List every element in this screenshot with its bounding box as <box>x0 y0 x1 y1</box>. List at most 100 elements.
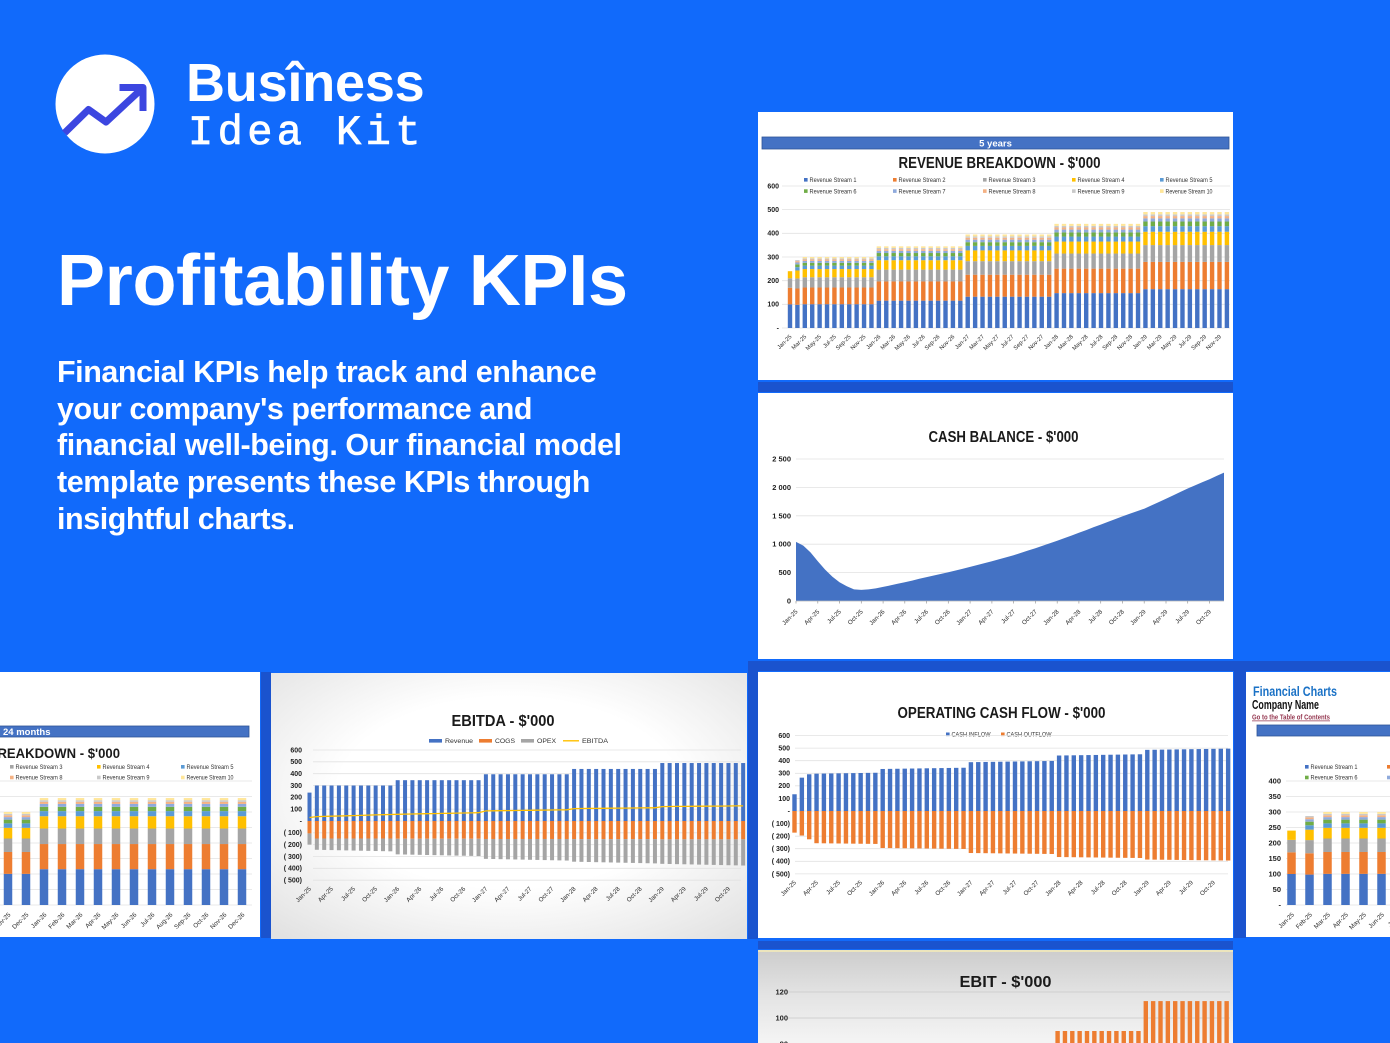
svg-text:Revenue Stream 5: Revenue Stream 5 <box>187 764 234 771</box>
svg-text:2 500: 2 500 <box>772 455 791 464</box>
svg-text:Apr-26: Apr-26 <box>890 879 908 897</box>
svg-text:Oct-26: Oct-26 <box>934 608 952 626</box>
svg-text:Go to the Table of Contents: Go to the Table of Contents <box>1252 713 1330 722</box>
svg-text:Oct-29: Oct-29 <box>1199 879 1217 897</box>
svg-text:200: 200 <box>1268 839 1281 848</box>
svg-text:Revenue Stream 4: Revenue Stream 4 <box>103 764 150 771</box>
svg-text:Nov-28: Nov-28 <box>1117 334 1134 351</box>
svg-text:Jan-25: Jan-25 <box>781 608 800 627</box>
svg-text:300: 300 <box>1268 808 1281 817</box>
svg-text:Dec-26: Dec-26 <box>227 911 247 931</box>
svg-text:Revenue Stream 9: Revenue Stream 9 <box>103 775 150 782</box>
svg-text:COGS: COGS <box>495 738 515 745</box>
svg-text:( 100): ( 100) <box>772 821 790 828</box>
svg-text:Oct-28: Oct-28 <box>1111 879 1129 897</box>
svg-text:120: 120 <box>775 988 788 997</box>
svg-text:600: 600 <box>778 733 790 740</box>
svg-text:24 months: 24 months <box>3 727 51 738</box>
svg-text:( 500): ( 500) <box>772 871 790 878</box>
svg-text:200: 200 <box>290 795 302 802</box>
svg-text:Revenue Stream 10: Revenue Stream 10 <box>187 775 234 782</box>
svg-text:Revenue Stream 5: Revenue Stream 5 <box>1166 177 1213 184</box>
svg-text:( 300): ( 300) <box>772 846 790 853</box>
svg-text:May-26: May-26 <box>894 334 912 352</box>
svg-text:Jan-25: Jan-25 <box>1277 911 1296 930</box>
svg-text:-: - <box>1279 901 1282 910</box>
svg-text:Oct-27: Oct-27 <box>1021 608 1039 626</box>
svg-text:250: 250 <box>1268 823 1281 832</box>
svg-text:Jul-29: Jul-29 <box>1174 608 1191 625</box>
svg-text:May-26: May-26 <box>101 911 121 931</box>
svg-text:Apr-28: Apr-28 <box>1066 879 1084 897</box>
svg-text:Revenue Stream 2: Revenue Stream 2 <box>899 177 946 184</box>
svg-text:OPERATING CASH FLOW - $'000: OPERATING CASH FLOW - $'000 <box>898 705 1106 722</box>
svg-text:May-25: May-25 <box>805 334 823 352</box>
svg-text:5 years: 5 years <box>979 139 1012 150</box>
svg-text:( 300): ( 300) <box>284 854 302 861</box>
svg-text:-: - <box>777 325 780 332</box>
svg-text:( 100): ( 100) <box>284 830 302 837</box>
svg-text:CASH INFLOW: CASH INFLOW <box>952 731 991 738</box>
svg-text:Revenue Stream 6: Revenue Stream 6 <box>1311 775 1358 782</box>
svg-text:Apr-25: Apr-25 <box>802 879 820 897</box>
svg-text:( 400): ( 400) <box>772 859 790 866</box>
svg-text:Oct-25: Oct-25 <box>847 608 865 626</box>
svg-text:2 000: 2 000 <box>772 483 791 492</box>
svg-text:350: 350 <box>1268 792 1281 801</box>
svg-text:Jun-26: Jun-26 <box>120 911 139 930</box>
svg-text:Feb-26: Feb-26 <box>47 911 66 930</box>
svg-text:0: 0 <box>787 597 791 606</box>
svg-text:Revenue Stream 10: Revenue Stream 10 <box>1166 188 1213 195</box>
svg-text:Apr-25: Apr-25 <box>803 608 821 626</box>
svg-text:Jan-25: Jan-25 <box>780 879 799 898</box>
svg-text:Revenue Stream 3: Revenue Stream 3 <box>16 764 63 771</box>
svg-text:EBITDA - $'000: EBITDA - $'000 <box>452 713 555 730</box>
svg-text:1 000: 1 000 <box>772 540 791 549</box>
svg-text:Jan-27: Jan-27 <box>955 608 974 627</box>
svg-text:Jul-28: Jul-28 <box>1090 879 1107 896</box>
svg-text:Feb-25: Feb-25 <box>1295 911 1314 930</box>
svg-text:Sep-29: Sep-29 <box>1191 334 1208 351</box>
svg-text:400: 400 <box>767 231 779 238</box>
svg-text:Revenue Stream 8: Revenue Stream 8 <box>16 775 63 782</box>
svg-text:100: 100 <box>1268 870 1281 879</box>
svg-text:Jun-25: Jun-25 <box>1367 911 1386 930</box>
svg-text:EBITDA: EBITDA <box>582 738 609 745</box>
svg-text:500: 500 <box>767 207 779 214</box>
svg-text:Revenue Stream 1: Revenue Stream 1 <box>810 177 857 184</box>
svg-text:Revenue Stream 8: Revenue Stream 8 <box>989 188 1036 195</box>
svg-text:( 200): ( 200) <box>772 834 790 841</box>
svg-text:300: 300 <box>290 783 302 790</box>
svg-text:Revenue Stream 4: Revenue Stream 4 <box>1078 177 1125 184</box>
svg-text:Revenue Stream 9: Revenue Stream 9 <box>1078 188 1125 195</box>
svg-text:Sep-26: Sep-26 <box>173 911 193 931</box>
svg-text:( 200): ( 200) <box>284 842 302 849</box>
svg-text:500: 500 <box>778 746 790 753</box>
svg-text:Jul-25: Jul-25 <box>826 608 843 625</box>
svg-text:Sep-26: Sep-26 <box>924 334 941 351</box>
svg-text:Nov-26: Nov-26 <box>939 334 956 351</box>
svg-text:( 400): ( 400) <box>284 866 302 873</box>
svg-text:100: 100 <box>775 1014 788 1023</box>
svg-text:600: 600 <box>767 183 779 190</box>
svg-text:400: 400 <box>290 771 302 778</box>
svg-text:Sep-28: Sep-28 <box>1102 334 1119 351</box>
svg-text:Apr-27: Apr-27 <box>977 608 995 626</box>
svg-text:500: 500 <box>290 759 302 766</box>
svg-text:100: 100 <box>290 807 302 814</box>
svg-text:Jan-26: Jan-26 <box>868 608 887 627</box>
svg-text:CASH BALANCE - $'000: CASH BALANCE - $'000 <box>929 429 1079 446</box>
svg-text:Oct-29: Oct-29 <box>1195 608 1213 626</box>
svg-text:Oct-25: Oct-25 <box>846 879 864 897</box>
svg-text:500: 500 <box>778 568 791 577</box>
svg-text:Jan-26: Jan-26 <box>868 879 887 898</box>
svg-text:300: 300 <box>767 254 779 261</box>
svg-text:May-27: May-27 <box>983 334 1001 352</box>
svg-text:May-25: May-25 <box>1348 911 1368 931</box>
svg-text:200: 200 <box>778 783 790 790</box>
svg-text:Apr-26: Apr-26 <box>890 608 908 626</box>
svg-text:Apr-27: Apr-27 <box>978 879 996 897</box>
svg-text:Jan-29: Jan-29 <box>1132 879 1151 898</box>
svg-text:Oct-27: Oct-27 <box>1022 879 1040 897</box>
svg-text:Dec-25: Dec-25 <box>11 911 31 931</box>
